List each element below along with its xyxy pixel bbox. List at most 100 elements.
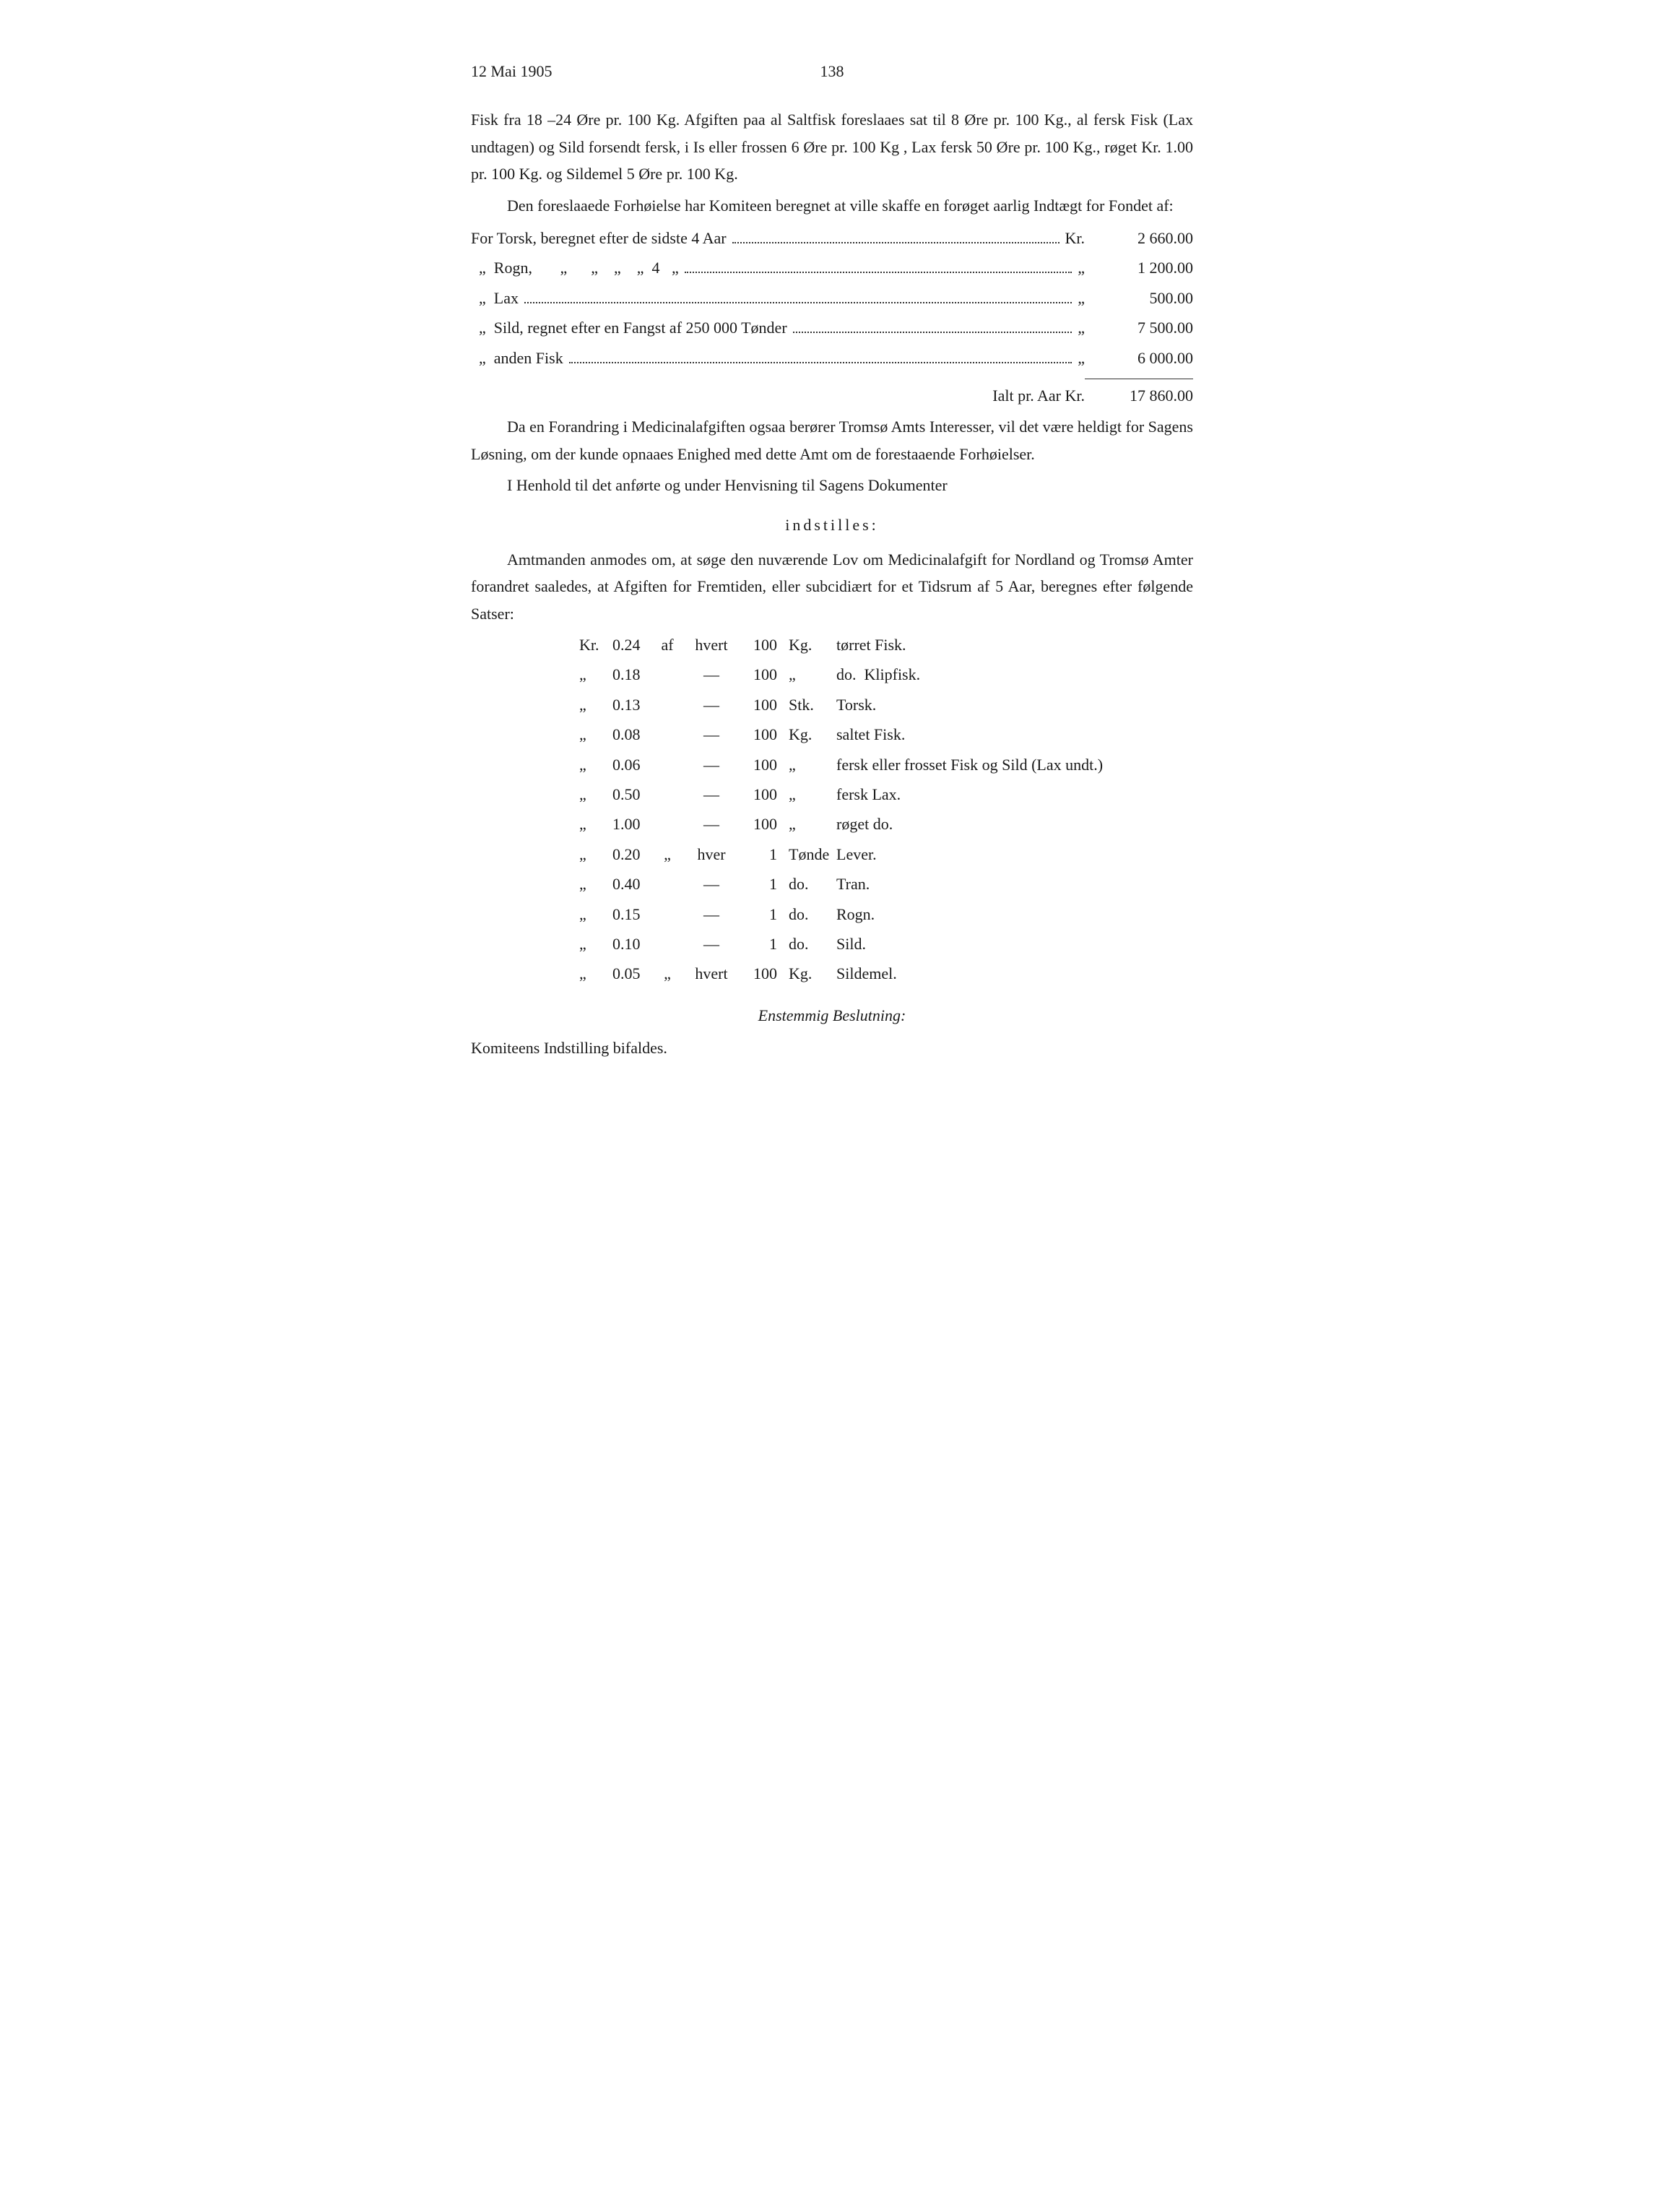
rates-table: Kr.0.24afhvert100Kg.tørret Fisk.„0.18—10… bbox=[579, 631, 1193, 988]
rate-unit: do. bbox=[789, 870, 825, 897]
rate-row: „0.15—1do.Rogn. bbox=[579, 901, 1193, 928]
rate-unit: Kg. bbox=[789, 721, 825, 748]
rate-kr: „ bbox=[579, 841, 601, 868]
rate-qty: 100 bbox=[748, 661, 777, 688]
rate-row: „0.18—100„do. Klipfisk. bbox=[579, 661, 1193, 688]
rate-row: Kr.0.24afhvert100Kg.tørret Fisk. bbox=[579, 631, 1193, 658]
rate-qty: 100 bbox=[748, 751, 777, 778]
rate-q1: af bbox=[660, 631, 675, 658]
paragraph-5: Amtmanden anmodes om, at søge den nuvære… bbox=[471, 546, 1193, 627]
rate-unit: Tønde bbox=[789, 841, 825, 868]
income-lead: For Torsk, beregnet efter de sidste 4 Aa… bbox=[471, 225, 727, 251]
income-lead: „ anden Fisk bbox=[471, 345, 563, 371]
income-total-amount: 17 860.00 bbox=[1085, 379, 1193, 409]
income-amount: 7 500.00 bbox=[1085, 314, 1193, 341]
rate-row: „ 0.20 „ hver 1 Tønde Lever. bbox=[579, 841, 1193, 868]
income-lead: „ Rogn, „ „ „ „ 4 „ bbox=[471, 254, 679, 281]
paragraph-4: I Henhold til det anførte og under Henvi… bbox=[471, 472, 1193, 498]
rate-unit: „ bbox=[789, 661, 825, 688]
rate-desc: røget do. bbox=[836, 811, 1193, 837]
rate-kr: „ bbox=[579, 721, 601, 748]
income-dots bbox=[732, 242, 1060, 243]
rate-kr: „ bbox=[579, 691, 601, 718]
income-dots bbox=[569, 362, 1072, 363]
rate-value: 0.20 bbox=[612, 841, 649, 868]
rate-qty: 1 bbox=[748, 841, 777, 868]
rate-kr: „ bbox=[579, 930, 601, 957]
rate-mid: — bbox=[686, 811, 737, 837]
rate-unit: „ bbox=[789, 811, 825, 837]
rate-value: 0.08 bbox=[612, 721, 649, 748]
rate-row: „0.05„hvert100Kg.Sildemel. bbox=[579, 960, 1193, 987]
rate-kr: „ bbox=[579, 751, 601, 778]
rate-mid: — bbox=[686, 691, 737, 718]
rate-row: „0.13—100Stk.Torsk. bbox=[579, 691, 1193, 718]
income-lead: „ Sild, regnet efter en Fangst af 250 00… bbox=[471, 314, 787, 341]
income-amount: 1 200.00 bbox=[1085, 254, 1193, 281]
resolution-text: Komiteens Indstilling bifaldes. bbox=[471, 1034, 1193, 1061]
rate-qty: 100 bbox=[748, 721, 777, 748]
rate-row: „0.50—100„fersk Lax. bbox=[579, 781, 1193, 808]
income-total-label: Ialt pr. Aar Kr. bbox=[992, 382, 1085, 409]
rate-mid: — bbox=[686, 781, 737, 808]
rate-desc: Tran. bbox=[836, 870, 1193, 897]
income-dots bbox=[685, 272, 1072, 273]
rate-mid: — bbox=[686, 901, 737, 928]
rate-desc: tørret Fisk. bbox=[836, 631, 1193, 658]
income-row: „ anden Fisk „6 000.00 bbox=[471, 345, 1193, 371]
rate-qty: 1 bbox=[748, 930, 777, 957]
income-row: „ Rogn, „ „ „ „ 4 „ „1 200.00 bbox=[471, 254, 1193, 281]
rate-qty: 100 bbox=[748, 691, 777, 718]
rate-kr: „ bbox=[579, 870, 601, 897]
rate-kr: Kr. bbox=[579, 631, 601, 658]
rate-value: 1.00 bbox=[612, 811, 649, 837]
rate-row: „0.08—100Kg.saltet Fisk. bbox=[579, 721, 1193, 748]
income-suffix: „ bbox=[1078, 254, 1085, 281]
rate-qty: 100 bbox=[748, 781, 777, 808]
rate-unit: Kg. bbox=[789, 631, 825, 658]
rate-kr: „ bbox=[579, 901, 601, 928]
rate-unit: Stk. bbox=[789, 691, 825, 718]
rate-mid: — bbox=[686, 661, 737, 688]
rate-mid: hvert bbox=[686, 960, 737, 987]
rate-desc: Rogn. bbox=[836, 901, 1193, 928]
rate-mid: — bbox=[686, 751, 737, 778]
rate-row: „0.40—1do.Tran. bbox=[579, 870, 1193, 897]
income-row: „ Lax„500.00 bbox=[471, 285, 1193, 311]
income-amount: 6 000.00 bbox=[1085, 345, 1193, 371]
rate-row: „0.10—1do.Sild. bbox=[579, 930, 1193, 957]
income-suffix: „ bbox=[1078, 314, 1085, 341]
rate-desc: saltet Fisk. bbox=[836, 721, 1193, 748]
rate-row: „1.00—100„røget do. bbox=[579, 811, 1193, 837]
income-table: For Torsk, beregnet efter de sidste 4 Aa… bbox=[471, 225, 1193, 371]
rate-desc: Sildemel. bbox=[836, 960, 1193, 987]
income-suffix: „ bbox=[1078, 345, 1085, 371]
income-row: „ Sild, regnet efter en Fangst af 250 00… bbox=[471, 314, 1193, 341]
indstilles-heading: indstilles: bbox=[471, 511, 1193, 538]
rate-value: 0.40 bbox=[612, 870, 649, 897]
rate-desc: Lever. bbox=[836, 841, 1193, 868]
income-suffix: Kr. bbox=[1065, 225, 1086, 251]
income-amount: 500.00 bbox=[1085, 285, 1193, 311]
rate-kr: „ bbox=[579, 811, 601, 837]
rate-unit: do. bbox=[789, 930, 825, 957]
income-amount: 2 660.00 bbox=[1085, 225, 1193, 251]
page-number: 138 bbox=[820, 58, 844, 85]
rate-value: 0.50 bbox=[612, 781, 649, 808]
rate-qty: 1 bbox=[748, 870, 777, 897]
rate-mid: hver bbox=[686, 841, 737, 868]
header-date: 12 Mai 1905 bbox=[471, 58, 552, 85]
rate-desc: fersk eller frosset Fisk og Sild (Lax un… bbox=[836, 751, 1193, 778]
income-dots bbox=[524, 302, 1072, 303]
rate-value: 0.18 bbox=[612, 661, 649, 688]
resolution-heading: Enstemmig Beslutning: bbox=[471, 1002, 1193, 1029]
rate-q1: „ bbox=[660, 841, 675, 868]
rate-unit: Kg. bbox=[789, 960, 825, 987]
income-lead: „ Lax bbox=[471, 285, 519, 311]
rate-value: 0.15 bbox=[612, 901, 649, 928]
rate-value: 0.05 bbox=[612, 960, 649, 987]
rate-unit: „ bbox=[789, 781, 825, 808]
rate-kr: „ bbox=[579, 661, 601, 688]
rate-kr: „ bbox=[579, 781, 601, 808]
paragraph-1: Fisk fra 18 –24 Øre pr. 100 Kg. Afgiften… bbox=[471, 106, 1193, 187]
